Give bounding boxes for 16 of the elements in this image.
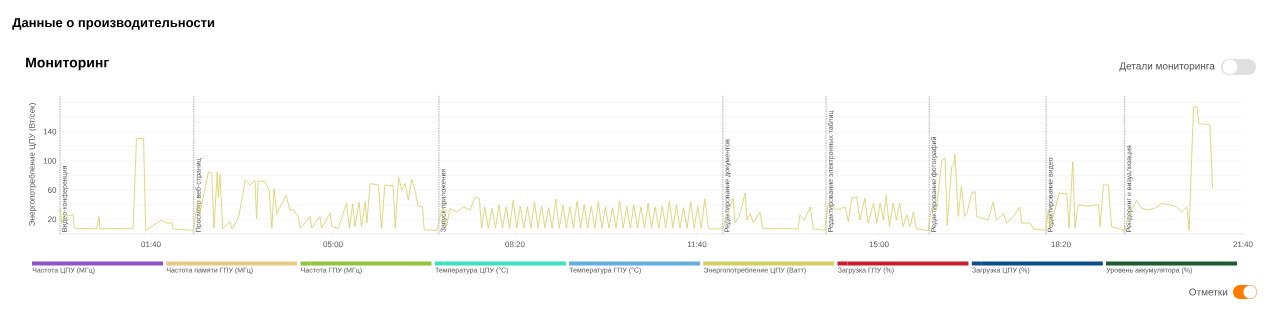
text: Детали мониторинга xyxy=(1119,62,1215,72)
text: Отметки xyxy=(1189,288,1228,296)
x-tick-label: 15:00 xyxy=(869,241,889,248)
x-tick-label: 21:40 xyxy=(1233,241,1253,248)
y-tick-label: 60 xyxy=(47,187,57,193)
x-tick-label: 01:40 xyxy=(141,241,161,248)
y-tick-label: 140 xyxy=(43,128,57,135)
y-axis-title: Энергопотребление ЦПУ (Вт/сек) xyxy=(28,103,37,226)
x-tick-label: 05:00 xyxy=(323,241,343,248)
x-tick-label: 08:20 xyxy=(505,241,525,248)
x-tick-label: 18:20 xyxy=(1051,241,1071,248)
chart-subtitle: Мониторинг xyxy=(26,57,109,71)
chart-title: Данные о производительности xyxy=(12,18,215,30)
x-tick-label: 11:40 xyxy=(687,241,707,248)
y-tick-label: 100 xyxy=(43,158,57,164)
y-tick-label: 20 xyxy=(47,216,57,223)
